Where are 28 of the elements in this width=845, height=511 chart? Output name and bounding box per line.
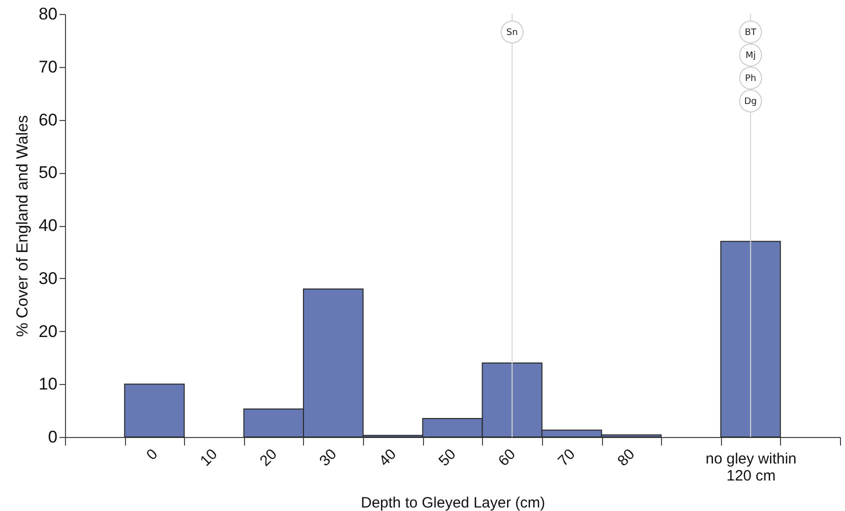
annotation: Ph	[745, 74, 756, 84]
x-tick-label: 60	[495, 446, 519, 470]
x-tick-label: 30	[316, 446, 340, 470]
y-tick-label: 20	[38, 322, 58, 341]
bar	[124, 384, 185, 438]
bar	[720, 240, 781, 438]
y-axis-title: % Cover of England and Wales	[14, 115, 32, 337]
y-tick-label: 80	[38, 4, 58, 24]
x-tick-label: no gley within 120 cm	[706, 450, 797, 484]
x-tick-label: 70	[554, 446, 579, 470]
x-axis-title: Depth to Gleyed Layer (cm)	[360, 494, 546, 511]
x-tick-label: 10	[197, 446, 221, 470]
y-tick-label: 50	[38, 163, 58, 182]
ref-line-label: BT	[744, 28, 757, 38]
y-tick-label: 40	[38, 216, 58, 235]
annotation: Dg	[744, 97, 757, 107]
y-tick-label: 0	[48, 428, 58, 446]
y-tick-label: 60	[38, 110, 58, 130]
x-tick-label: 0	[143, 446, 162, 464]
x-tick-label: 20	[256, 446, 281, 470]
x-tick-label: 40	[376, 446, 400, 470]
y-tick-label: 30	[38, 268, 58, 288]
y-tick-label: 70	[38, 57, 58, 76]
x-tick-label: 50	[436, 446, 460, 470]
annotation: Mj	[745, 51, 756, 61]
y-tick-label: 10	[38, 374, 58, 394]
x-tick-label: 80	[614, 446, 638, 470]
ref-line-label: Sn	[506, 28, 518, 38]
